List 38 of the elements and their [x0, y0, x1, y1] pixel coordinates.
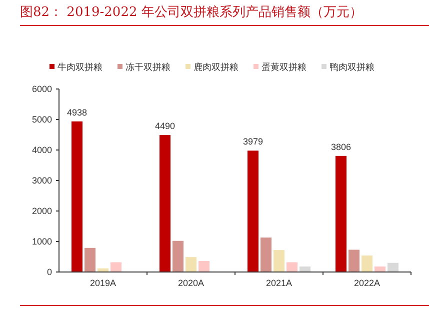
bar	[374, 266, 386, 272]
bar	[348, 250, 360, 272]
bar	[198, 261, 210, 272]
y-tick-label: 1000	[32, 236, 52, 247]
legend-label: 蛋黄双拼粮	[262, 62, 306, 74]
y-tick-label: 2000	[32, 206, 52, 216]
bar	[186, 257, 196, 272]
y-tick-label: 3000	[32, 176, 52, 186]
legend-label: 冻干双拼粮	[126, 62, 170, 74]
y-tick-label: 4000	[32, 145, 52, 156]
data-label: 4938	[66, 107, 88, 118]
bar	[300, 266, 310, 272]
legend-label: 鸭肉双拼粮	[330, 62, 374, 74]
y-tick-label: 0	[46, 267, 52, 278]
bar	[274, 250, 284, 272]
bar	[84, 248, 96, 272]
x-tick-label: 2019A	[90, 278, 116, 288]
legend-label: 牛肉双拼粮	[58, 62, 102, 74]
data-label: 3806	[330, 142, 352, 152]
bar	[260, 238, 272, 272]
y-tick-label: 5000	[32, 114, 52, 125]
x-tick-label: 2021A	[266, 278, 292, 288]
bar	[248, 150, 258, 272]
data-label: 3979	[242, 136, 264, 147]
chart-title: 图82： 2019-2022 年公司双拼粮系列产品销售额（万元）	[20, 5, 362, 20]
data-label: 4490	[154, 121, 176, 132]
bar	[388, 262, 398, 272]
bar	[362, 256, 372, 272]
x-tick-label: 2020A	[178, 278, 204, 288]
bar	[72, 121, 82, 272]
bar	[286, 262, 298, 272]
bar	[160, 135, 170, 272]
x-tick-label: 2022A	[354, 278, 380, 288]
y-tick-label: 6000	[32, 84, 52, 94]
bar	[172, 240, 184, 272]
bar	[336, 156, 346, 272]
legend-label: 鹿肉双拼粮	[194, 62, 238, 74]
bar	[110, 262, 122, 272]
